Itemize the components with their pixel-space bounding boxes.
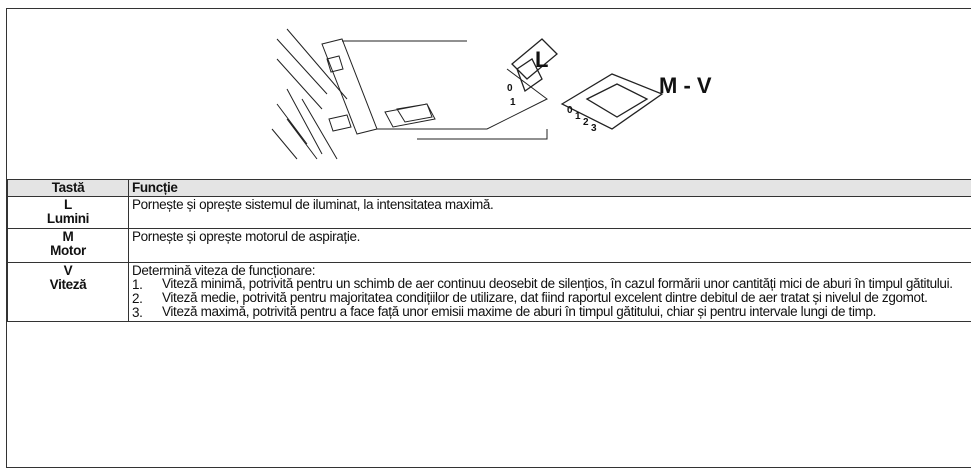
key-name: Motor xyxy=(11,244,125,258)
hood-drawing: L M - V 0 1 0 1 2 3 xyxy=(267,9,867,179)
function-cell: Determină viteza de funcționare:1.Viteză… xyxy=(129,263,971,322)
function-cell: Pornește și oprește motorul de aspirație… xyxy=(129,229,971,263)
illustration: L M - V 0 1 0 1 2 3 xyxy=(7,9,971,180)
switch-mark: 3 xyxy=(591,123,597,134)
key-name: Viteză xyxy=(11,278,125,292)
item-number: 3. xyxy=(132,306,162,320)
item-number: 1. xyxy=(132,278,162,292)
key: M xyxy=(11,230,125,244)
key: V xyxy=(11,264,125,278)
header-cell: Funcție xyxy=(129,180,971,197)
switch-mark: 1 xyxy=(510,97,516,108)
switch-mark: 2 xyxy=(583,117,589,128)
function-text: Pornește și oprește sistemul de iluminat… xyxy=(132,198,966,212)
function-cell: Pornește și oprește sistemul de iluminat… xyxy=(129,197,971,229)
key: L xyxy=(11,198,125,212)
switch-mark: 1 xyxy=(575,111,581,122)
switch-mark: 0 xyxy=(507,83,513,94)
label-l: L xyxy=(535,47,548,72)
label-mv: M - V xyxy=(659,73,712,98)
item-number: 2. xyxy=(132,292,162,306)
item-text: Viteză maximă, potrivită pentru a face f… xyxy=(162,306,876,320)
switch-mark: 0 xyxy=(567,105,573,116)
header-cell: Tastă xyxy=(8,180,129,197)
function-text: Pornește și oprește motorul de aspirație… xyxy=(132,230,966,244)
list-item: 3.Viteză maximă, potrivită pentru a face… xyxy=(132,306,966,320)
key-name: Lumini xyxy=(11,212,125,226)
